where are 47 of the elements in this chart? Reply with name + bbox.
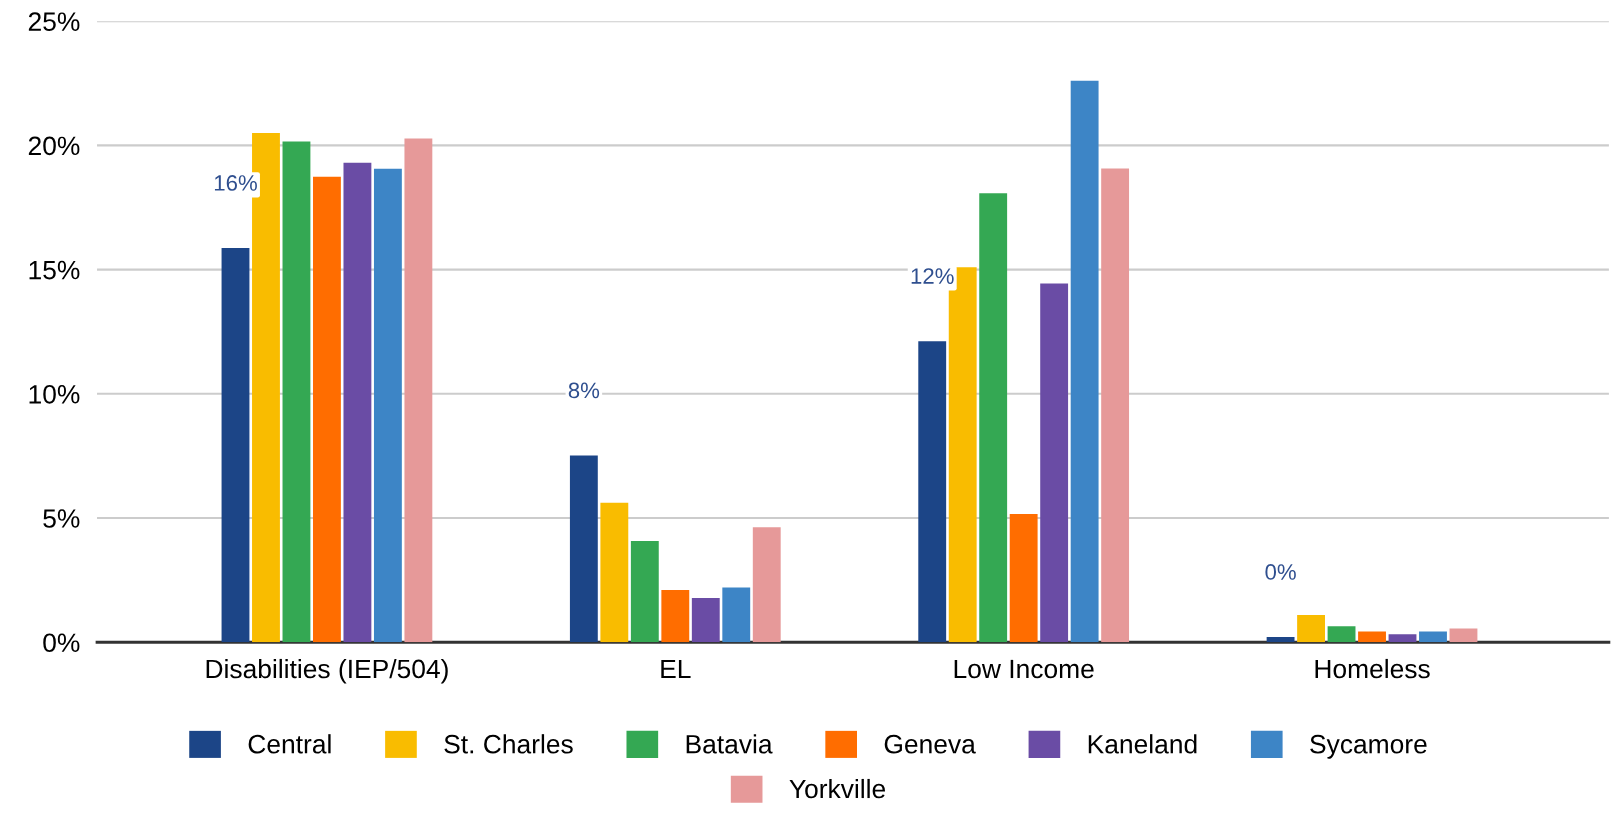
bar	[313, 176, 341, 643]
bar	[1297, 614, 1325, 643]
bar	[1358, 631, 1386, 643]
bar	[918, 341, 947, 643]
bar	[1101, 168, 1130, 643]
x-tick-label: EL	[661, 659, 691, 679]
bar	[1449, 628, 1478, 643]
bar	[373, 168, 402, 643]
y-tick-label: 25%	[28, 12, 80, 31]
y-tick-label: 15%	[29, 260, 80, 280]
legend-label: Kaneland	[1088, 734, 1197, 754]
x-tick-label: Disabilities (IEP/504)	[206, 658, 448, 684]
data-label: 8%	[568, 382, 600, 399]
bar	[1388, 634, 1417, 643]
bar	[1419, 631, 1447, 643]
legend-label: Sycamore	[1310, 734, 1427, 759]
x-tick-label: Homeless	[1315, 658, 1430, 679]
bar	[1070, 80, 1099, 643]
bar	[979, 193, 1008, 643]
y-tick-label: 10%	[29, 384, 80, 404]
bar	[1327, 626, 1356, 643]
x-tick-label: Low Income	[954, 659, 1094, 679]
bar	[1266, 637, 1295, 643]
legend-label: Yorkville	[789, 778, 886, 799]
y-tick-label: 0%	[43, 633, 80, 653]
legend-label: St. Charles	[444, 734, 573, 754]
bar	[630, 540, 659, 643]
y-tick-label: 5%	[43, 509, 80, 528]
bar	[1009, 514, 1038, 643]
bar	[343, 162, 372, 643]
legend-label: Geneva	[884, 734, 976, 754]
data-label: 16%	[214, 175, 257, 191]
legend-label: Batavia	[686, 734, 773, 754]
bar	[752, 527, 781, 643]
bar	[221, 247, 250, 643]
bar	[661, 590, 690, 643]
legend-label: Central	[248, 734, 331, 754]
bar	[282, 141, 311, 643]
y-tick-label: 20%	[28, 136, 80, 156]
bar	[404, 138, 433, 643]
bar	[1040, 283, 1069, 643]
data-label: 0%	[1265, 564, 1296, 580]
bar	[569, 455, 598, 643]
bar	[691, 598, 720, 643]
bar	[600, 502, 629, 643]
data-label: 12%	[911, 268, 954, 284]
bar	[722, 587, 751, 643]
